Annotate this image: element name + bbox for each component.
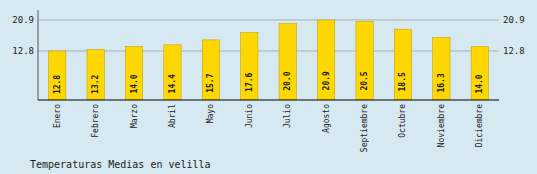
x-tick-label: Junio — [245, 104, 254, 128]
y-axis-line — [38, 10, 39, 100]
data-label: 17.6 — [245, 72, 254, 91]
bar — [279, 23, 296, 100]
bar — [356, 21, 373, 100]
title: Temperaturas Medias en velilla — [30, 159, 211, 170]
x-tick-label: Julio — [283, 104, 292, 128]
x-tick-label: Agosto — [322, 104, 331, 133]
bar — [317, 20, 334, 100]
chart: 12.8 12.8 20.9 20.9 12.8 13.2 14.0 14.4 15.7 17.6… — [0, 0, 537, 174]
bar — [241, 33, 258, 100]
data-label: 16.3 — [437, 73, 446, 92]
bar — [87, 49, 104, 100]
bar — [125, 46, 142, 100]
chart-container: 12.8 12.8 20.9 20.9 12.8 13.2 14.0 14.4 15.7 17.6… — [0, 0, 537, 174]
data-label: 18.5 — [398, 72, 407, 91]
data-label: 20.9 — [322, 71, 331, 90]
data-label: 15.7 — [206, 73, 215, 92]
x-tick-label: Febrero — [91, 104, 100, 138]
bar — [202, 40, 219, 100]
x-tick-label: Octubre — [398, 104, 407, 138]
data-label: 20.5 — [360, 71, 369, 90]
y-tick-label-right: 12.8 — [503, 46, 525, 56]
x-tick-label: Enero — [53, 104, 62, 128]
x-tick-label: Noviembre — [437, 104, 446, 148]
y-tick-label: 20.9 — [12, 15, 34, 25]
grid-line — [38, 50, 499, 51]
bar — [471, 46, 488, 100]
bar — [394, 29, 411, 100]
x-axis-line — [38, 99, 499, 100]
data-label: 14.0 — [130, 74, 139, 93]
grid-line — [38, 19, 499, 20]
data-label: 14.0 — [475, 74, 484, 93]
x-tick-label: Marzo — [130, 104, 139, 128]
data-label: 20.0 — [283, 71, 292, 90]
x-tick-label: Abril — [168, 104, 177, 128]
y-tick-label: 12.8 — [12, 46, 34, 56]
y-tick-label-right: 20.9 — [503, 15, 525, 25]
data-label: 14.4 — [168, 74, 177, 93]
bar — [164, 45, 181, 100]
x-tick-label: Mayo — [206, 104, 215, 123]
bar — [49, 51, 66, 100]
x-tick-label: Septiembre — [360, 104, 369, 152]
bars — [49, 20, 489, 100]
data-label: 13.2 — [91, 74, 100, 93]
x-tick-label: Diciembre — [475, 104, 484, 148]
bar — [433, 38, 450, 100]
data-label: 12.8 — [53, 75, 62, 94]
